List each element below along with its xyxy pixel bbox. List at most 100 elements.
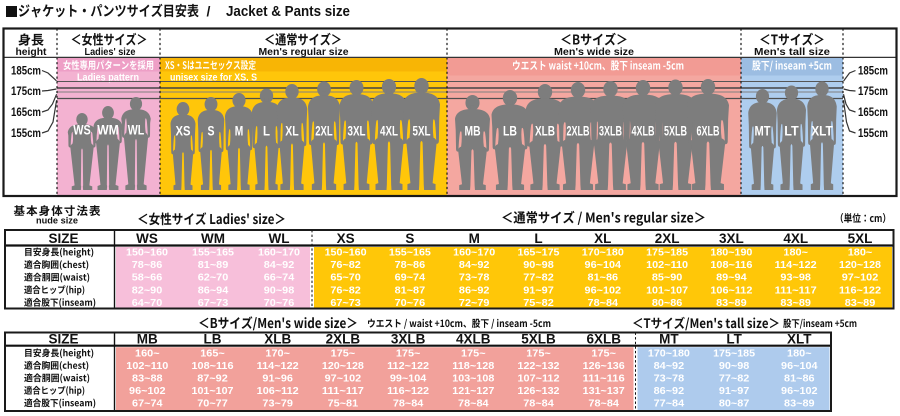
svg-text:XLT: XLT (787, 332, 812, 347)
svg-text:83~89: 83~89 (780, 297, 811, 309)
svg-text:4XL: 4XL (783, 231, 808, 246)
svg-text:WM: WM (97, 123, 119, 139)
svg-text:96~102: 96~102 (781, 385, 818, 397)
svg-text:96~102: 96~102 (585, 284, 622, 296)
svg-text:height: height (16, 46, 47, 58)
svg-text:L: L (263, 124, 270, 140)
svg-text:78~84: 78~84 (523, 397, 554, 409)
svg-text:70~76: 70~76 (395, 297, 426, 309)
svg-text:64~70: 64~70 (132, 297, 163, 309)
svg-text:155cm: 155cm (858, 128, 888, 140)
svg-text:120~128: 120~128 (322, 360, 364, 372)
svg-text:66~74: 66~74 (264, 272, 295, 284)
svg-text:180~190: 180~190 (710, 247, 752, 259)
svg-text:96~102: 96~102 (129, 385, 166, 397)
svg-text:108~116: 108~116 (710, 259, 752, 271)
svg-text:5XLB: 5XLB (664, 124, 687, 140)
svg-text:58~66: 58~66 (132, 272, 163, 284)
svg-text:118~128: 118~128 (452, 360, 494, 372)
svg-text:XLB: XLB (535, 124, 555, 140)
svg-text:175cm: 175cm (11, 86, 41, 98)
svg-text:Ladies pattern: Ladies pattern (77, 72, 139, 84)
svg-text:WS: WS (73, 123, 91, 139)
svg-text:2XL: 2XL (315, 124, 333, 140)
svg-text:165cm: 165cm (858, 107, 888, 119)
svg-text:97~102: 97~102 (325, 372, 362, 384)
svg-text:LB: LB (503, 124, 517, 140)
svg-text:131~137: 131~137 (583, 385, 625, 397)
svg-text:165~: 165~ (200, 347, 225, 359)
svg-text:MB: MB (137, 332, 158, 347)
svg-text:76~82: 76~82 (330, 284, 361, 296)
svg-text:LT: LT (726, 332, 742, 347)
svg-text:126~132: 126~132 (518, 385, 560, 397)
svg-text:90~98: 90~98 (264, 284, 295, 296)
svg-text:83~89: 83~89 (716, 297, 747, 309)
svg-text:78~84: 78~84 (588, 397, 619, 409)
svg-text:65~70: 65~70 (330, 272, 361, 284)
svg-text:155cm: 155cm (11, 128, 41, 140)
svg-text:83~88: 83~88 (132, 372, 163, 384)
svg-text:82~90: 82~90 (132, 284, 163, 296)
svg-text:111~117: 111~117 (775, 284, 817, 296)
svg-text:5XLB: 5XLB (521, 332, 556, 347)
svg-text:90~98: 90~98 (523, 259, 554, 271)
svg-text:91~97: 91~97 (523, 284, 554, 296)
svg-text:80~86: 80~86 (652, 297, 683, 309)
svg-text:180~: 180~ (783, 247, 808, 259)
svg-text:116~122: 116~122 (839, 284, 881, 296)
svg-text:nude size: nude size (36, 216, 78, 227)
svg-text:MB: MB (465, 124, 481, 140)
svg-text:4XL: 4XL (380, 124, 398, 140)
svg-text:XLT: XLT (811, 124, 833, 140)
svg-text:XS: XS (176, 124, 191, 140)
svg-text:91~96: 91~96 (262, 372, 293, 384)
svg-text:84~92: 84~92 (264, 259, 295, 271)
svg-text:122~132: 122~132 (518, 360, 560, 372)
svg-text:69~74: 69~74 (395, 272, 426, 284)
svg-text:84~92: 84~92 (459, 259, 490, 271)
svg-text:107~112: 107~112 (518, 372, 560, 384)
svg-text:175~: 175~ (396, 347, 421, 359)
svg-text:Men's wide size: Men's wide size (554, 46, 634, 58)
svg-text:86~92: 86~92 (459, 284, 490, 296)
svg-text:106~112: 106~112 (257, 385, 299, 397)
svg-text:6XLB: 6XLB (586, 332, 621, 347)
svg-text:67~73: 67~73 (198, 297, 229, 309)
svg-text:2XLB: 2XLB (326, 332, 361, 347)
svg-text:185cm: 185cm (858, 66, 888, 78)
svg-text:91~97: 91~97 (719, 385, 750, 397)
svg-text:4XLB: 4XLB (632, 124, 655, 140)
svg-text:101~107: 101~107 (646, 284, 688, 296)
svg-text:WM: WM (201, 231, 225, 246)
svg-text:75~82: 75~82 (523, 297, 554, 309)
svg-text:99~104: 99~104 (390, 372, 427, 384)
svg-text:175~185: 175~185 (646, 247, 688, 259)
svg-text:96~104: 96~104 (781, 360, 818, 372)
svg-text:XL: XL (594, 231, 611, 246)
svg-text:106~112: 106~112 (710, 284, 752, 296)
svg-text:97~102: 97~102 (842, 272, 879, 284)
svg-text:111~117: 111~117 (322, 385, 364, 397)
svg-text:101~107: 101~107 (192, 385, 234, 397)
svg-text:73~79: 73~79 (262, 397, 293, 409)
svg-text:180~: 180~ (848, 247, 873, 259)
svg-text:WL: WL (128, 123, 145, 139)
svg-text:3XL: 3XL (719, 231, 744, 246)
svg-text:175~185: 175~185 (713, 347, 755, 359)
svg-text:170~180: 170~180 (648, 347, 690, 359)
svg-text:78~84: 78~84 (458, 397, 489, 409)
svg-text:2XL: 2XL (655, 231, 680, 246)
svg-text:111~116: 111~116 (583, 372, 625, 384)
svg-text:175~: 175~ (526, 347, 551, 359)
svg-text:77~82: 77~82 (523, 272, 554, 284)
svg-text:5XL: 5XL (413, 124, 431, 140)
svg-text:5XL: 5XL (848, 231, 873, 246)
svg-text:67~74: 67~74 (132, 397, 163, 409)
svg-text:M: M (235, 124, 244, 140)
svg-text:S: S (208, 124, 215, 140)
svg-text:Men's regular size: Men's regular size (259, 46, 349, 58)
svg-text:175~: 175~ (331, 347, 356, 359)
svg-text:75~81: 75~81 (328, 397, 359, 409)
svg-text:121~127: 121~127 (452, 385, 494, 397)
